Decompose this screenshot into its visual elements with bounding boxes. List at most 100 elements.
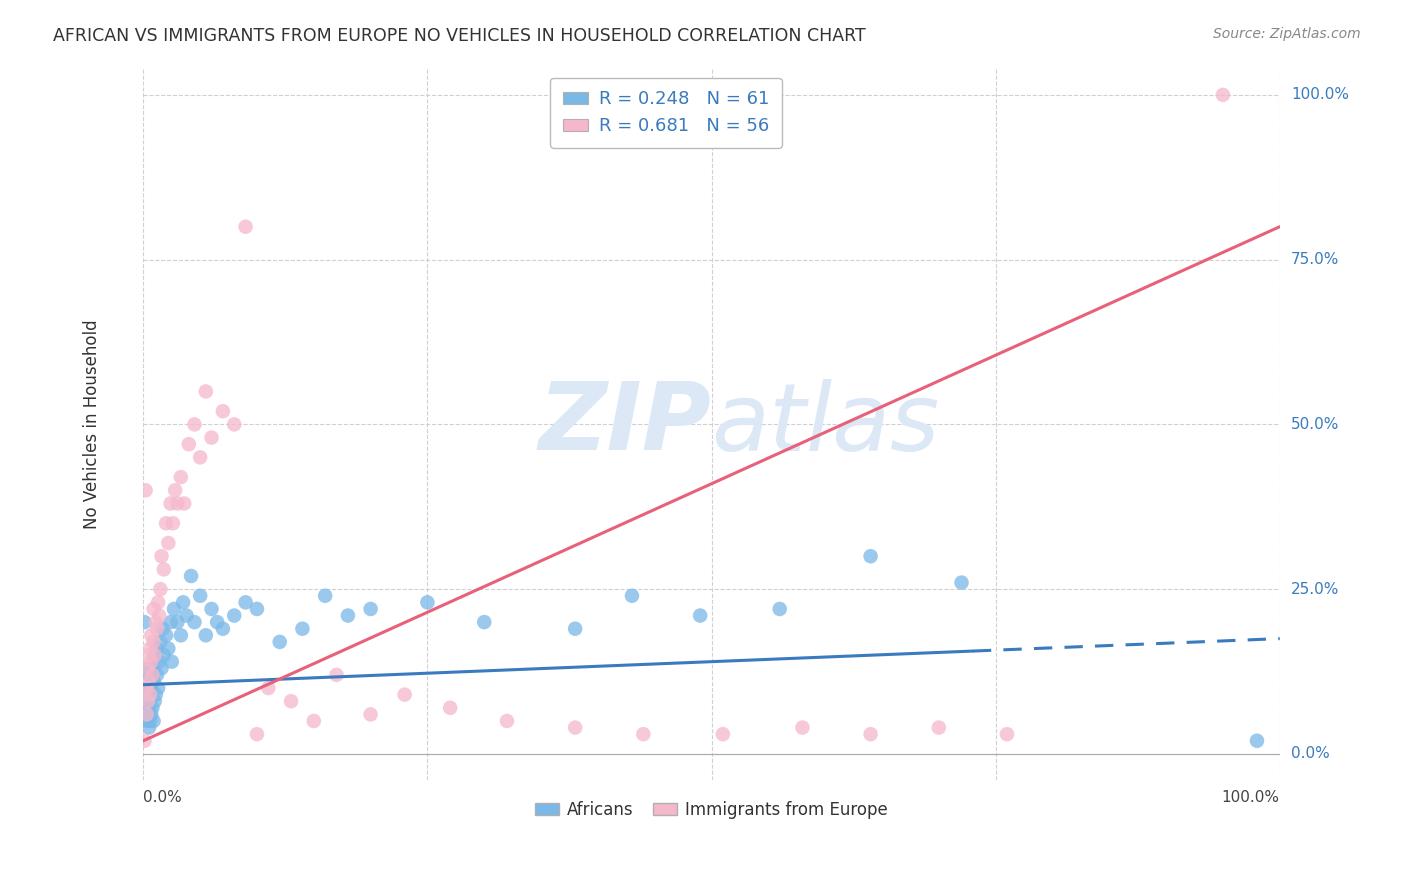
Point — [200, 602, 222, 616]
Point — [194, 628, 217, 642]
Text: 100.0%: 100.0% — [1222, 790, 1279, 805]
Point — [149, 635, 172, 649]
Point — [139, 714, 162, 728]
Point — [146, 668, 169, 682]
Point — [200, 431, 222, 445]
Text: ZIP: ZIP — [538, 378, 711, 470]
Point — [159, 496, 181, 510]
Point — [180, 569, 202, 583]
Point — [141, 655, 163, 669]
Point — [160, 655, 183, 669]
Point — [141, 628, 163, 642]
Point — [142, 714, 165, 728]
Point — [146, 641, 169, 656]
Point — [145, 615, 167, 629]
Point — [157, 641, 180, 656]
Point — [162, 516, 184, 531]
Point — [148, 608, 170, 623]
Point — [148, 655, 170, 669]
Point — [183, 417, 205, 432]
Point — [224, 608, 246, 623]
Point — [689, 608, 711, 623]
Point — [1212, 87, 1234, 102]
Point — [155, 516, 177, 531]
Point — [141, 661, 163, 675]
Point — [141, 681, 163, 695]
Point — [145, 688, 167, 702]
Point — [183, 615, 205, 629]
Point — [135, 681, 157, 695]
Point — [360, 602, 382, 616]
Point — [134, 733, 156, 747]
Point — [142, 674, 165, 689]
Point — [188, 589, 211, 603]
Point — [138, 668, 160, 682]
Point — [155, 628, 177, 642]
Point — [138, 721, 160, 735]
Point — [859, 727, 882, 741]
Point — [280, 694, 302, 708]
Point — [235, 219, 257, 234]
Point — [136, 694, 159, 708]
Point — [152, 562, 174, 576]
Point — [246, 727, 269, 741]
Point — [291, 622, 314, 636]
Legend: Africans, Immigrants from Europe: Africans, Immigrants from Europe — [529, 794, 894, 825]
Point — [564, 721, 586, 735]
Text: 100.0%: 100.0% — [1291, 87, 1348, 103]
Text: 0.0%: 0.0% — [1291, 747, 1330, 762]
Point — [235, 595, 257, 609]
Text: No Vehicles in Household: No Vehicles in Household — [83, 319, 101, 529]
Point — [177, 437, 200, 451]
Point — [135, 714, 157, 728]
Point — [138, 701, 160, 715]
Point — [166, 615, 188, 629]
Point — [176, 608, 198, 623]
Text: AFRICAN VS IMMIGRANTS FROM EUROPE NO VEHICLES IN HOUSEHOLD CORRELATION CHART: AFRICAN VS IMMIGRANTS FROM EUROPE NO VEH… — [53, 27, 866, 45]
Point — [302, 714, 325, 728]
Text: 50.0%: 50.0% — [1291, 417, 1339, 432]
Point — [138, 648, 160, 662]
Point — [173, 496, 195, 510]
Point — [620, 589, 643, 603]
Point — [170, 470, 193, 484]
Point — [246, 602, 269, 616]
Point — [394, 688, 416, 702]
Point — [212, 622, 235, 636]
Point — [143, 648, 166, 662]
Point — [143, 694, 166, 708]
Text: 75.0%: 75.0% — [1291, 252, 1339, 267]
Point — [257, 681, 280, 695]
Point — [995, 727, 1018, 741]
Point — [157, 536, 180, 550]
Point — [950, 575, 973, 590]
Point — [163, 602, 186, 616]
Point — [205, 615, 228, 629]
Point — [633, 727, 655, 741]
Point — [188, 450, 211, 465]
Text: 25.0%: 25.0% — [1291, 582, 1339, 597]
Point — [135, 483, 157, 498]
Point — [142, 602, 165, 616]
Point — [165, 483, 187, 498]
Point — [152, 622, 174, 636]
Point — [325, 668, 347, 682]
Point — [150, 549, 173, 564]
Point — [134, 615, 156, 629]
Point — [139, 688, 162, 702]
Point — [269, 635, 291, 649]
Point — [136, 707, 159, 722]
Point — [928, 721, 950, 735]
Point — [141, 668, 163, 682]
Point — [792, 721, 814, 735]
Point — [224, 417, 246, 432]
Point — [496, 714, 519, 728]
Point — [146, 681, 169, 695]
Point — [439, 701, 461, 715]
Point — [166, 496, 188, 510]
Point — [159, 615, 181, 629]
Point — [142, 635, 165, 649]
Point — [135, 681, 157, 695]
Point — [143, 648, 166, 662]
Point — [416, 595, 439, 609]
